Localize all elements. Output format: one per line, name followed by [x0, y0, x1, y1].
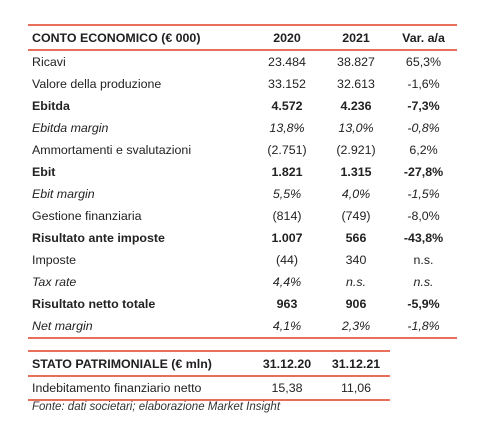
income-cell-label: Gestione finanziaria: [32, 209, 142, 223]
income-cell-var: n.s.: [413, 275, 434, 289]
income-cell-var: -8,0%: [407, 209, 440, 223]
income-cell-var: -27,8%: [403, 165, 444, 179]
income-row: Ricavi 23.484 38.827 65,3%: [28, 50, 457, 73]
income-cell-v2021: 4,0%: [341, 187, 371, 201]
income-cell-v2020: (44): [275, 253, 299, 267]
income-cell-label: Ebitda margin: [32, 121, 109, 135]
income-cell-v2020: 4.572: [271, 99, 303, 113]
income-row: Risultato netto totale 963 906 -5,9%: [28, 293, 457, 315]
income-header-2021: 2021: [342, 30, 370, 45]
income-cell-v2020: 5,5%: [272, 187, 302, 201]
income-header-title: CONTO ECONOMICO (€ 000): [32, 30, 201, 45]
income-row: Gestione finanziaria (814) (749) -8,0%: [28, 205, 457, 227]
income-cell-v2021: 4.236: [340, 99, 372, 113]
income-cell-v2021: 32.613: [337, 77, 375, 91]
income-cell-label: Valore della produzione: [32, 77, 162, 91]
income-cell-v2020: 1.821: [271, 165, 303, 179]
income-row: Ammortamenti e svalutazioni (2.751) (2.921…: [28, 139, 457, 161]
balance-header-2020: 31.12.20: [262, 356, 312, 371]
income-cell-v2020: (814): [272, 209, 302, 223]
income-cell-var: -0,8%: [407, 121, 440, 135]
income-cell-v2020: 1.007: [271, 231, 303, 245]
income-cell-v2020: (2.751): [267, 143, 307, 157]
income-header-2020: 2020: [273, 30, 301, 45]
income-cell-v2020: 963: [276, 297, 298, 311]
income-cell-var: -1,5%: [407, 187, 440, 201]
income-cell-label: Ammortamenti e svalutazioni: [32, 143, 192, 157]
income-cell-v2020: 13,8%: [269, 121, 305, 135]
balance-header-row: STATO PATRIMONIALE (€ mln) 31.12.20 31.1…: [28, 351, 390, 376]
income-cell-v2021: 2,3%: [341, 319, 371, 333]
income-cell-label: Ricavi: [32, 55, 66, 69]
balance-sheet-table: STATO PATRIMONIALE (€ mln) 31.12.20 31.1…: [28, 350, 390, 401]
income-cell-var: -7,3%: [407, 99, 440, 113]
income-cell-v2021: (749): [341, 209, 371, 223]
income-cell-var: 65,3%: [405, 55, 442, 69]
balance-header-2021: 31.12.21: [331, 356, 381, 371]
income-cell-v2021: 340: [345, 253, 367, 267]
income-cell-v2020: 4,4%: [272, 275, 302, 289]
income-header-row: CONTO ECONOMICO (€ 000) 2020 2021 Var. a…: [28, 25, 457, 50]
income-cell-label: Net margin: [32, 319, 93, 333]
income-row: Tax rate 4,4% n.s. n.s.: [28, 271, 457, 293]
income-cell-v2020: 23.484: [268, 55, 306, 69]
income-cell-var: -5,9%: [407, 297, 440, 311]
income-cell-var: -43,8%: [403, 231, 444, 245]
income-cell-v2021: 38.827: [337, 55, 375, 69]
income-cell-label: Risultato ante imposte: [32, 231, 165, 245]
income-row: Imposte (44) 340 n.s.: [28, 249, 457, 271]
balance-cell-label: Indebitamento finanziario netto: [32, 381, 202, 395]
balance-row: Indebitamento finanziario netto 15,38 11,0…: [28, 376, 390, 400]
source-note: Fonte: dati societari; elaborazione Mark…: [32, 401, 281, 413]
balance-header-title: STATO PATRIMONIALE (€ mln): [32, 356, 212, 371]
income-cell-label: Ebit margin: [32, 187, 95, 201]
income-cell-var: 6,2%: [409, 143, 438, 157]
income-cell-v2021: 566: [345, 231, 367, 245]
income-header-var: Var. a/a: [402, 30, 445, 45]
income-cell-v2021: 1.315: [340, 165, 372, 179]
balance-cell-v2020: 15,38: [271, 381, 303, 395]
income-cell-v2020: 4,1%: [272, 319, 302, 333]
income-cell-v2021: (2.921): [336, 143, 376, 157]
income-cell-v2021: 906: [345, 297, 367, 311]
income-cell-var: -1,6%: [407, 77, 440, 91]
income-row: Ebitda margin 13,8% 13,0% -0,8%: [28, 117, 457, 139]
income-row: Ebit 1.821 1.315 -27,8%: [28, 161, 457, 183]
income-cell-v2020: 33.152: [268, 77, 306, 91]
income-cell-label: Tax rate: [32, 275, 77, 289]
income-cell-v2021: n.s.: [346, 275, 366, 289]
income-cell-label: Ebitda: [32, 99, 70, 113]
income-cell-label: Ebit: [32, 165, 56, 179]
income-row: Valore della produzione 33.152 32.613 -1,6%: [28, 73, 457, 95]
income-row: Net margin 4,1% 2,3% -1,8%: [28, 315, 457, 338]
income-cell-v2021: 13,0%: [338, 121, 374, 135]
income-row: Ebitda 4.572 4.236 -7,3%: [28, 95, 457, 117]
income-row: Ebit margin 5,5% 4,0% -1,5%: [28, 183, 457, 205]
income-cell-var: n.s.: [413, 253, 434, 267]
income-cell-label: Imposte: [32, 253, 77, 267]
balance-cell-v2021: 11,06: [340, 381, 372, 395]
income-statement-table: CONTO ECONOMICO (€ 000) 2020 2021 Var. a…: [28, 24, 457, 339]
income-row: Risultato ante imposte 1.007 566 -43,8%: [28, 227, 457, 249]
income-cell-var: -1,8%: [407, 319, 440, 333]
income-cell-label: Risultato netto totale: [32, 297, 156, 311]
